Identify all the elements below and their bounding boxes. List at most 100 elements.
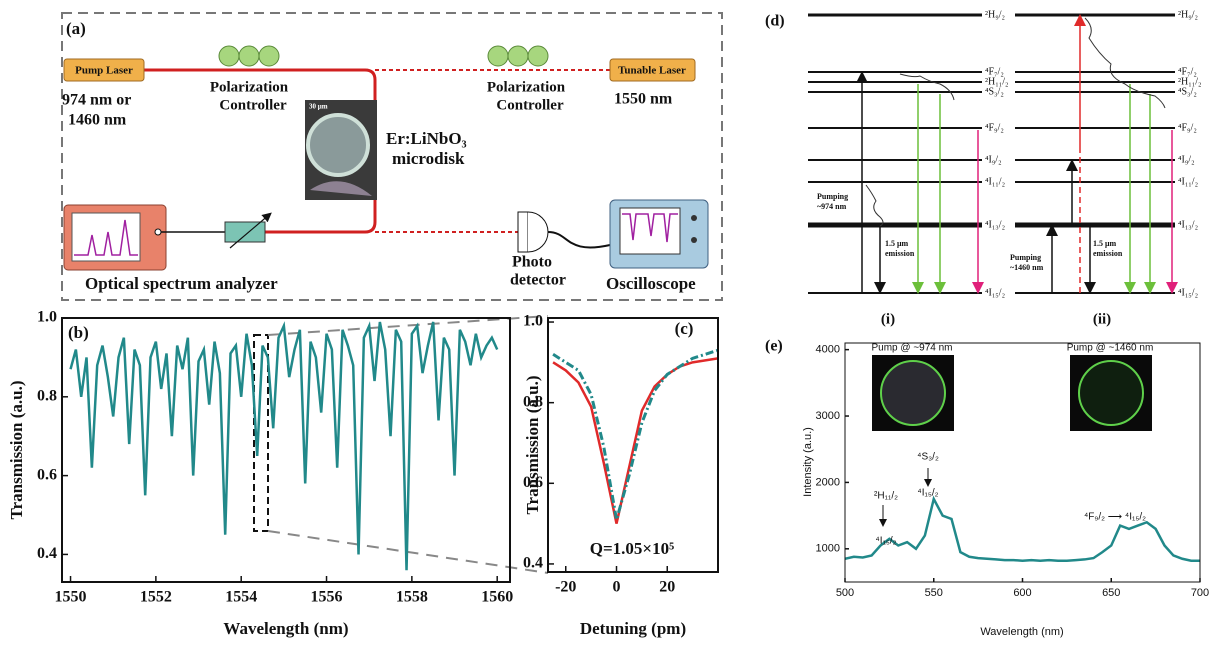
photodetector: [517, 211, 529, 253]
y-tick-label: 0.6: [523, 474, 543, 491]
level-label: ⁴I₁₅/₂: [1178, 287, 1198, 298]
data-line: [552, 357, 718, 524]
panel-label: (b): [68, 323, 89, 342]
nonradiative-decay: [899, 73, 955, 101]
x-tick-label: 650: [1102, 587, 1120, 599]
nonradiative-decay: [1084, 17, 1166, 109]
cable: [547, 231, 611, 249]
data-line: [552, 348, 718, 521]
emission-label: emission: [1093, 249, 1123, 258]
fiber-dashed: [375, 69, 610, 233]
level-label: ²H₉/₂: [985, 9, 1005, 20]
y-tick-label: 0.4: [523, 555, 543, 572]
tunable-laser-label: Tunable Laser: [618, 65, 686, 77]
level-label: ⁴S₃/₂: [1178, 86, 1197, 97]
panel-label: (e): [765, 338, 783, 355]
x-tick-label: 20: [659, 579, 675, 596]
osa-label: Optical spectrum analyzer: [85, 274, 278, 293]
panel-label: (c): [675, 319, 694, 338]
oscilloscope-label: Oscilloscope: [606, 274, 696, 293]
pump-wavelength: 974 nm or: [62, 92, 131, 109]
level-label: ⁴F₉/₂: [1178, 122, 1197, 133]
x-tick-label: 550: [925, 587, 943, 599]
panel-frame: [61, 12, 723, 301]
x-tick-label: 1556: [311, 589, 343, 606]
level-label: ⁴I₁₅/₂: [985, 287, 1005, 298]
pc-label: Controller: [219, 97, 287, 113]
pump-wavelength: 1460 nm: [68, 112, 127, 129]
pump-laser: [63, 58, 145, 82]
annotation: ²H₁₁/₂: [874, 491, 898, 502]
pc-label: Controller: [496, 97, 564, 113]
knob: [691, 215, 697, 221]
y-tick-label: 1000: [816, 543, 840, 555]
inset-disk: [880, 360, 946, 426]
oscilloscope-trace: [622, 213, 678, 243]
device-label: Er:LiNbO₃: [386, 129, 467, 148]
y-axis-title: Intensity (a.u.): [802, 427, 814, 497]
connector: [154, 228, 162, 236]
level-label: ⁴F₇/₂: [1178, 66, 1197, 77]
panel-label: (a): [66, 19, 86, 38]
zoom-box: [253, 334, 269, 532]
level-label: ²H₁₁/₂: [1178, 76, 1201, 87]
x-tick-label: 500: [836, 587, 854, 599]
y-axis-title: Transmission (a.u.): [7, 380, 26, 519]
photodetector-label: detector: [510, 272, 566, 289]
plot-area: [69, 321, 499, 571]
chart: 500 550 600 650 700 1000 2000 3000 4000 Wavelengt…: [765, 338, 1209, 638]
y-axis-title: Transmission (a.u.): [523, 375, 542, 514]
x-tick-label: 1554: [225, 589, 257, 606]
plot-area: [552, 348, 718, 524]
chart: -20 0 20 0.4 0.6 0.8 1.0 Detuning (pm) Transmiss…: [523, 313, 719, 638]
level-label: ²H₉/₂: [1178, 9, 1198, 20]
substrate: [310, 181, 372, 196]
pumping-label: Pumping: [1010, 253, 1041, 262]
y-tick-label: 0.8: [523, 393, 543, 410]
annotation: Q=1.05×10⁵: [590, 539, 674, 558]
zoom-line: [267, 315, 549, 336]
level-label: ⁴F₉/₂: [985, 122, 1004, 133]
x-tick-label: 1558: [396, 589, 428, 606]
data-line: [845, 495, 1200, 563]
tunable-wavelength: 1550 nm: [614, 91, 673, 108]
sub-label: (i): [881, 311, 895, 327]
y-tick-label: 1.0: [37, 309, 57, 326]
tunable-laser: [609, 58, 696, 82]
pc-label: Polarization: [487, 79, 566, 95]
plot-frame: [547, 317, 719, 573]
annotation: ⁴I₁₅/₂: [875, 536, 896, 547]
pumping-label: Pumping: [817, 192, 848, 201]
y-tick-label: 4000: [816, 344, 840, 356]
plot-area: [845, 495, 1200, 563]
x-tick-label: -20: [555, 579, 576, 596]
photodetector-label: Photo: [512, 254, 552, 271]
level-label: ⁴I₁₃/₂: [1178, 219, 1198, 230]
y-tick-label: 0.6: [37, 466, 57, 483]
y-tick-label: 0.4: [37, 545, 57, 562]
level-label: ⁴F₇/₂: [985, 66, 1004, 77]
osa-screen: [71, 212, 141, 262]
scale-bar: 30 μm: [309, 103, 328, 111]
x-tick-label: 1550: [55, 589, 87, 606]
level-label: ⁴I₁₁/₂: [1178, 176, 1198, 187]
panel-a: (a) Pump Laser 974 nm or 1460 nm Polariz…: [61, 12, 723, 301]
data-line: [69, 321, 499, 571]
emission-label: emission: [885, 249, 915, 258]
y-tick-label: 0.8: [37, 387, 57, 404]
annotation: ⁴S₃/₂: [917, 452, 939, 463]
attenuator-arrow: [229, 212, 272, 249]
y-tick-label: 3000: [816, 410, 840, 422]
emission-label: 1.5 μm: [1093, 239, 1117, 248]
pumping-label: ~1460 nm: [1010, 263, 1044, 272]
device-label: microdisk: [392, 149, 465, 168]
pc-label: Polarization: [210, 79, 289, 95]
polarization-controller: [218, 45, 549, 67]
level-label: ⁴I₁₁/₂: [985, 176, 1005, 187]
chart: 1550 1552 1554 1556 1558 1560 0.4 0.6 0.8 1.0 Wave…: [7, 309, 513, 638]
y-tick-label: 1.0: [523, 313, 543, 330]
sub-label: (ii): [1093, 311, 1111, 327]
microdisk: [306, 113, 370, 177]
x-axis-title: Wavelength (nm): [223, 619, 348, 638]
